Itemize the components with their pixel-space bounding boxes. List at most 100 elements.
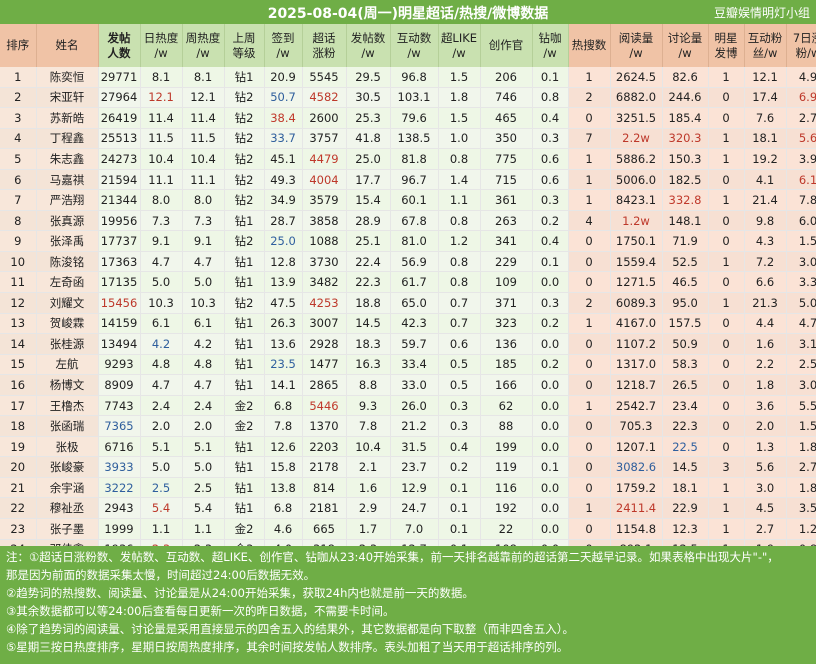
table-cell: 28.9 bbox=[346, 210, 391, 232]
table-cell: 41.8 bbox=[346, 128, 391, 150]
table-cell: 185.4 bbox=[662, 107, 709, 129]
table-cell: 4.2 bbox=[182, 333, 225, 355]
table-cell: 1 bbox=[708, 292, 745, 314]
table-cell: 0 bbox=[708, 107, 745, 129]
table-cell: 0 bbox=[708, 395, 745, 417]
table-cell: 7365 bbox=[98, 415, 141, 437]
table-cell: 8423.1 bbox=[610, 189, 663, 211]
table-cell: 18.1 bbox=[744, 128, 787, 150]
column-header: 阅读量/w bbox=[610, 24, 663, 67]
table-cell: 3251.5 bbox=[610, 107, 663, 129]
table-cell: 0.1 bbox=[438, 518, 481, 540]
table-cell: 4167.0 bbox=[610, 313, 663, 335]
table-cell: 钻1 bbox=[224, 354, 265, 376]
table-cell: 钻2 bbox=[224, 87, 265, 109]
table-cell: 2.4 bbox=[140, 395, 183, 417]
table-cell: 2.2w bbox=[610, 128, 663, 150]
table-cell: 1 bbox=[708, 518, 745, 540]
table-cell: 2.9 bbox=[346, 497, 391, 520]
column-header: 钻咖/w bbox=[532, 24, 569, 67]
table-cell: 0 bbox=[568, 333, 611, 355]
column-header: 超LIKE/w bbox=[438, 24, 481, 67]
table-cell: 58.3 bbox=[662, 354, 709, 376]
table-cell: 33.0 bbox=[390, 374, 439, 396]
table-cell: 10 bbox=[0, 251, 37, 273]
title-bar: 2025-08-04(周一)明星超话/热搜/微博数据 豆瓣娱情明灯小组 bbox=[0, 0, 816, 24]
table-cell: 5 bbox=[0, 148, 37, 170]
table-cell: 4.8 bbox=[140, 354, 183, 376]
table-cell: 2.1 bbox=[346, 456, 391, 478]
table-cell: 金2 bbox=[224, 518, 265, 540]
table-cell: 3858 bbox=[302, 210, 347, 232]
table-cell: 229 bbox=[480, 251, 533, 273]
table-cell: 14.1 bbox=[264, 374, 303, 396]
table-cell: 2.0 bbox=[744, 415, 787, 437]
column-header: 热搜数 bbox=[568, 24, 611, 67]
table-row: 14 张桂源 13494 4.2 4.2 钻1 13.6 2928 18.3 59.7 0.6 136… bbox=[0, 333, 816, 355]
table-cell: 11.1 bbox=[140, 169, 183, 191]
table-cell: 1999 bbox=[98, 518, 141, 540]
table-cell: 3757 bbox=[302, 128, 347, 150]
table-cell: 19 bbox=[0, 436, 37, 458]
table-cell: 钻2 bbox=[224, 292, 265, 314]
column-header: 7日涨粉/w bbox=[786, 24, 816, 67]
table-cell: 61.7 bbox=[390, 271, 439, 294]
table-cell: 17 bbox=[0, 395, 37, 417]
table-cell: 0 bbox=[708, 415, 745, 437]
table-cell: 余宇涵 bbox=[36, 477, 99, 499]
table-cell: 0.1 bbox=[532, 456, 569, 478]
table-row: 15 左航 9293 4.8 4.8 钻1 23.5 1477 16.3 33.4 0.5 185 0.… bbox=[0, 354, 816, 376]
table-cell: 9.3 bbox=[346, 395, 391, 417]
notes-panel: 注：①超话日涨粉数、发帖数、互动数、超LIKE、创作官、钻咖从23:40开始采集… bbox=[0, 546, 816, 664]
table-cell: 7.3 bbox=[182, 210, 225, 232]
table-cell: 17135 bbox=[98, 271, 141, 294]
table-cell: 12.6 bbox=[264, 436, 303, 458]
table-cell: 0.3 bbox=[438, 395, 481, 417]
table-cell: 宋亚轩 bbox=[36, 87, 99, 109]
table-cell: 0.0 bbox=[532, 497, 569, 520]
table-cell: 3.0 bbox=[786, 251, 816, 273]
table-cell: 3482 bbox=[302, 271, 347, 294]
table-cell: 23.5 bbox=[264, 354, 303, 376]
table-cell: 7.3 bbox=[140, 210, 183, 232]
table-cell: 42.3 bbox=[390, 313, 439, 335]
table-cell: 9.8 bbox=[744, 210, 787, 232]
table-cell: 20 bbox=[0, 456, 37, 478]
table-cell: 陈奕恒 bbox=[36, 67, 99, 88]
table-cell: 4004 bbox=[302, 169, 347, 191]
table-cell: 4.7 bbox=[182, 374, 225, 396]
table-cell: 1154.8 bbox=[610, 518, 663, 540]
table-row: 16 杨博文 8909 4.7 4.7 钻1 14.1 2865 8.8 33.0 0.5 166 0.… bbox=[0, 374, 816, 396]
table-cell: 12.3 bbox=[662, 518, 709, 540]
table-cell: 1.8 bbox=[786, 477, 816, 499]
table-cell: 7743 bbox=[98, 395, 141, 417]
table-cell: 4.1 bbox=[744, 169, 787, 191]
table-cell: 1 bbox=[708, 189, 745, 211]
table-cell: 1.1 bbox=[182, 518, 225, 540]
table-row: 18 张函瑞 7365 2.0 2.0 金2 7.8 1370 7.8 21.2 0.3 88 0.0 0… bbox=[0, 415, 816, 437]
table-cell: 2.7 bbox=[744, 518, 787, 540]
table-cell: 10.3 bbox=[140, 292, 183, 314]
table-cell: 4.3 bbox=[744, 230, 787, 252]
table-cell: 8.1 bbox=[182, 67, 225, 88]
table-cell: 82.6 bbox=[662, 67, 709, 88]
table-cell: 29771 bbox=[98, 67, 141, 88]
table-cell: 12.8 bbox=[264, 251, 303, 273]
column-header: 发帖 人数 bbox=[98, 24, 141, 67]
table-cell: 0 bbox=[708, 374, 745, 396]
table-cell: 5.6 bbox=[744, 456, 787, 478]
table-cell: 6.1 bbox=[786, 169, 816, 191]
table-cell: 26.0 bbox=[390, 395, 439, 417]
table-cell: 28.7 bbox=[264, 210, 303, 232]
table-cell: 103.1 bbox=[390, 87, 439, 109]
table-cell: 4.8 bbox=[182, 354, 225, 376]
table-cell: 0.0 bbox=[532, 436, 569, 458]
table-cell: 4.7 bbox=[140, 251, 183, 273]
table-cell: 3 bbox=[708, 456, 745, 478]
table-cell: 穆祉丞 bbox=[36, 497, 99, 520]
table-cell: 0 bbox=[708, 169, 745, 191]
table-cell: 25.3 bbox=[346, 107, 391, 129]
table-cell: 4479 bbox=[302, 148, 347, 170]
table-cell: 14.5 bbox=[662, 456, 709, 478]
table-cell: 0.6 bbox=[532, 169, 569, 191]
